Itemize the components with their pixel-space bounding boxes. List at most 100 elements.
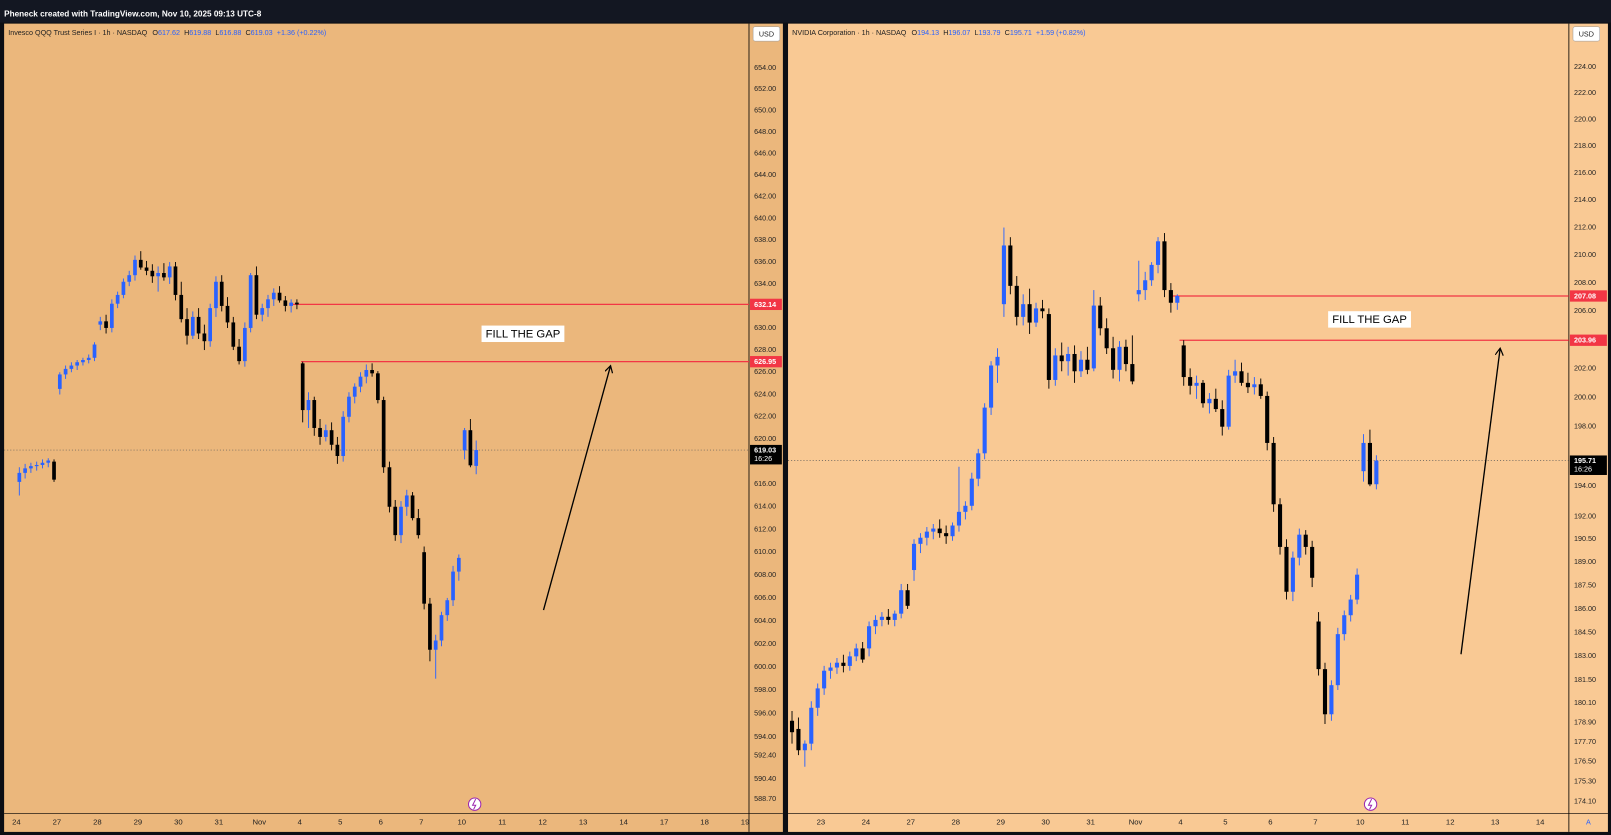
candle-body [956,511,962,526]
y-tick-label: 222.00 [1574,88,1596,97]
y-tick-label: 640.00 [754,213,776,222]
x-tick-label: 31 [215,818,224,827]
candle-body [17,472,22,482]
candle-body [1001,245,1006,305]
candle-body [969,478,974,506]
candle-body [399,506,403,536]
y-tick-label: 630.00 [754,323,776,332]
candle-body [57,374,62,389]
candle-body [1239,371,1244,383]
current-price-label: 195.71 [1574,456,1596,465]
y-tick-label: 610.00 [754,547,776,556]
candle-body [69,365,74,369]
candle-body [834,662,840,668]
y-tick-label: 604.00 [754,616,776,625]
y-tick-label: 638.00 [754,235,776,244]
candle-body [179,294,184,320]
x-tick-label: 7 [419,818,423,827]
candle-body [982,407,987,454]
y-tick-label: 200.00 [1574,392,1596,401]
y-tick-label: 224.00 [1574,62,1596,71]
candle-body [196,316,201,334]
y-tick-label: 178.90 [1574,717,1596,726]
y-tick-label: 608.00 [754,570,776,579]
candle-body [1348,599,1353,616]
y-tick-label: 620.00 [754,434,776,443]
candle-body [364,369,369,377]
candle-body [905,590,910,606]
candle-body [1168,290,1173,303]
x-tick-label: 12 [1446,818,1455,827]
candle-body [1123,346,1128,365]
y-tick-label: 636.00 [754,257,776,266]
candle-body [1284,546,1289,592]
candle-body [208,308,213,342]
y-tick-label: 183.00 [1574,651,1596,660]
y-tick-label: 650.00 [754,106,776,115]
x-tick-label: 18 [700,818,709,827]
candle-body [1233,371,1238,376]
candle-body [931,528,936,532]
candle-body [1175,295,1180,303]
candle-body [295,302,299,305]
y-tick-label: 187.50 [1574,580,1596,589]
candle-body [410,495,415,519]
candle-body [1188,377,1193,386]
candle-body [456,557,461,572]
legend-change: +1.36 (+0.22%) [277,28,327,37]
candle-body [1220,409,1225,427]
replay-icon-bolt [1367,798,1373,810]
x-tick-label: 19 [741,818,750,827]
candle-body [474,450,479,466]
y-tick-label: 206.00 [1574,306,1596,315]
chart-panel [4,23,783,814]
candle-body [1200,382,1206,404]
candle-body [451,571,455,601]
chart-panel [788,23,1608,814]
x-tick-label: 14 [619,818,628,827]
x-tick-label: 28 [951,818,960,827]
x-tick-label: 11 [1401,818,1409,827]
x-tick-label: 4 [298,818,303,827]
currency-box [1572,26,1600,42]
candle-body [976,453,981,479]
y-tick-label: 648.00 [754,127,776,136]
candle-body [318,427,322,437]
y-tick-label: 194.00 [1574,481,1596,490]
y-tick-label: 216.00 [1574,168,1596,177]
candle-body [950,525,955,537]
x-tick-label: 30 [174,818,183,827]
candle-body [300,363,305,411]
candle-body [1008,245,1013,286]
countdown: 16:26 [1574,465,1592,474]
y-tick-label: 210.00 [1574,250,1596,259]
legend-symbol: NVIDIA Corporation · 1h · NASDAQ [792,28,907,37]
candle-body [462,430,467,451]
candle-body [867,626,872,649]
annotation-box [1328,311,1411,328]
candle-body [809,707,814,744]
legend-symbol: Invesco QQQ Trust Series I · 1h · NASDAQ [8,28,147,37]
candle-body [1021,304,1026,317]
candle-body [879,616,884,620]
candle-body [1361,442,1366,472]
candle-body [23,468,27,473]
candle-body [387,467,392,507]
replay-icon-bolt [471,798,477,810]
legend-value: 193.79 [979,28,1001,37]
legend-label: H [184,28,189,37]
candle-body [190,316,195,336]
candle-body [81,360,85,363]
current-price-box [1569,455,1607,475]
y-tick-label: 594.00 [754,732,776,741]
annotation-text: FILL THE GAP [486,328,561,340]
y-tick-label: 642.00 [754,192,776,201]
candle-body [225,305,230,323]
y-tick-label: 176.50 [1574,757,1596,766]
candle-body [1226,375,1231,427]
candle-body [1091,305,1096,369]
candle-body [822,670,827,689]
candle-body [86,357,91,361]
x-tick-label: 6 [379,818,383,827]
